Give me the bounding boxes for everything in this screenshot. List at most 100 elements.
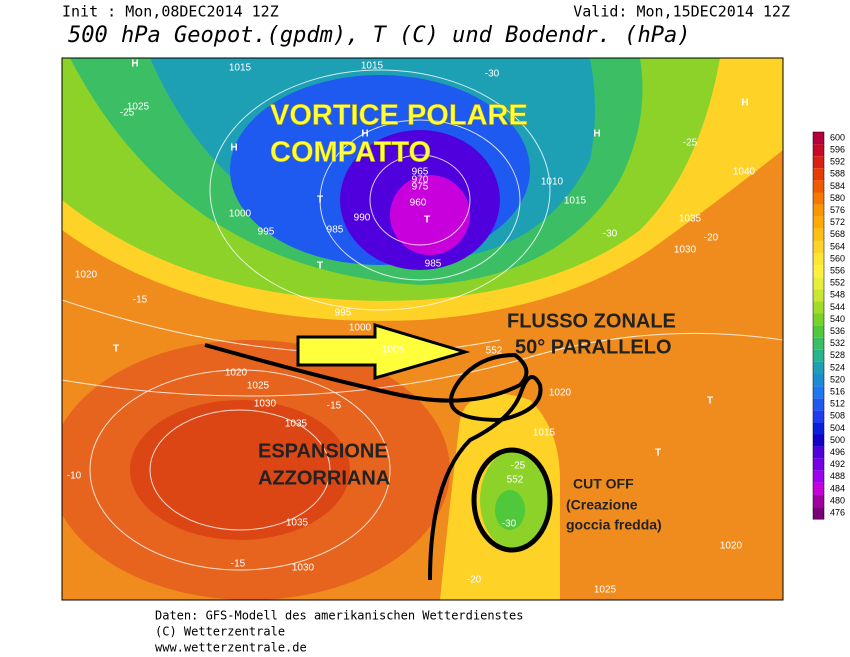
- legend-swatch: [813, 361, 824, 374]
- map-label: -25: [683, 138, 698, 149]
- map-frame: [61, 57, 784, 601]
- legend-swatch: [813, 495, 824, 508]
- map-label: -20: [467, 575, 482, 586]
- legend-label: 492: [830, 459, 845, 469]
- map-label: 1015: [564, 196, 587, 207]
- legend-label: 540: [830, 314, 845, 324]
- map-label: 1035: [679, 214, 702, 225]
- legend-swatch: [813, 144, 824, 157]
- legend-label: 528: [830, 350, 845, 360]
- map-label: -30: [603, 229, 618, 240]
- map-label: -30: [502, 519, 517, 530]
- map-label: 1015: [361, 61, 384, 72]
- map-label: 985: [327, 225, 344, 236]
- legend-swatch: [813, 289, 824, 302]
- map-label: 1025: [247, 381, 270, 392]
- legend-swatch: [813, 168, 824, 181]
- legend-label: 576: [830, 205, 845, 215]
- map-label: H: [361, 129, 368, 140]
- legend-swatch: [813, 349, 824, 362]
- legend-swatch: [813, 374, 824, 387]
- map-label: 1020: [75, 270, 98, 281]
- legend-swatch: [813, 410, 824, 423]
- legend-label: 556: [830, 266, 845, 276]
- map-label: 1010: [541, 177, 564, 188]
- legend-swatch: [813, 204, 824, 217]
- annotation: 50° PARALLELO: [515, 336, 672, 358]
- legend: 600 596 592 588 584 580 576 572 568 564 560 556 552 5…: [812, 131, 845, 520]
- map-label: 1030: [254, 399, 277, 410]
- annotation: AZZORRIANA: [258, 467, 390, 489]
- legend-swatch: [813, 180, 824, 193]
- map: 1015 1015 1025 1000 995 985 990 985 960 965970975…: [62, 58, 783, 600]
- map-label: -25: [511, 461, 526, 472]
- legend-label: 592: [830, 157, 845, 167]
- legend-label: 516: [830, 387, 845, 397]
- map-label: 975: [412, 182, 429, 193]
- legend-label: 512: [830, 399, 845, 409]
- map-label: T: [317, 261, 323, 272]
- legend-label: 572: [830, 217, 845, 227]
- map-label: 1000: [349, 323, 372, 334]
- legend-label: 600: [830, 132, 845, 142]
- legend-label: 544: [830, 302, 845, 312]
- map-label: -10: [67, 471, 82, 482]
- map-label: 995: [258, 227, 275, 238]
- annotation: COMPATTO: [270, 137, 431, 169]
- annotation: goccia fredda): [566, 517, 662, 533]
- map-label: -15: [231, 559, 246, 570]
- map-label: 965: [412, 167, 429, 178]
- legend-swatch: [813, 337, 824, 350]
- map-label: T: [655, 448, 661, 459]
- legend-swatch: [813, 507, 824, 520]
- map-label: 1030: [674, 245, 697, 256]
- map-label: 1000: [229, 209, 252, 220]
- map-label: T: [113, 344, 119, 355]
- map-label: 970: [412, 175, 429, 186]
- annotation: CUT OFF: [573, 476, 634, 492]
- legend-label: 476: [830, 508, 845, 518]
- map-label: 1020: [720, 541, 743, 552]
- annotation: (Creazione: [566, 497, 638, 513]
- legend-swatch: [813, 398, 824, 411]
- legend-label: 500: [830, 435, 845, 445]
- map-label: 1015: [229, 63, 252, 74]
- legend-label: 488: [830, 471, 845, 481]
- map-label: -25: [120, 108, 135, 119]
- map-label: H: [131, 59, 138, 70]
- legend-swatch: [813, 192, 824, 205]
- map-label: 1030: [292, 563, 315, 574]
- legend-swatch: [813, 253, 824, 266]
- map-label: 990: [354, 213, 371, 224]
- map-label: T: [707, 396, 713, 407]
- map-label: H: [593, 129, 600, 140]
- map-label: 960: [410, 198, 427, 209]
- footer-text: www.wetterzentrale.de: [155, 641, 307, 655]
- legend-label: 480: [830, 495, 845, 505]
- map-label: 552: [486, 346, 503, 357]
- map-label: H: [230, 143, 237, 154]
- legend-swatch: [813, 277, 824, 290]
- legend-swatch: [813, 216, 824, 229]
- annotation: FLUSSO ZONALE: [507, 310, 676, 332]
- legend-label: 524: [830, 362, 845, 372]
- legend-swatch: [813, 132, 824, 145]
- legend-swatch: [813, 156, 824, 169]
- init-text: Init : Mon,08DEC2014 12Z: [62, 3, 279, 21]
- legend-label: 532: [830, 338, 845, 348]
- map-label: 1020: [225, 368, 248, 379]
- legend-label: 560: [830, 253, 845, 263]
- footer-text: (C) Wetterzentrale: [155, 625, 285, 639]
- legend-label: 536: [830, 326, 845, 336]
- legend-label: 496: [830, 447, 845, 457]
- map-label: -30: [485, 69, 500, 80]
- legend-label: 564: [830, 241, 845, 251]
- annotation: ESPANSIONE: [258, 440, 388, 462]
- legend-swatch: [813, 313, 824, 326]
- map-label: 985: [425, 259, 442, 270]
- legend-swatch: [813, 422, 824, 435]
- legend-label: 508: [830, 411, 845, 421]
- legend-swatch: [813, 458, 824, 471]
- map-label: 1005: [382, 345, 405, 356]
- map-label: T: [317, 195, 323, 206]
